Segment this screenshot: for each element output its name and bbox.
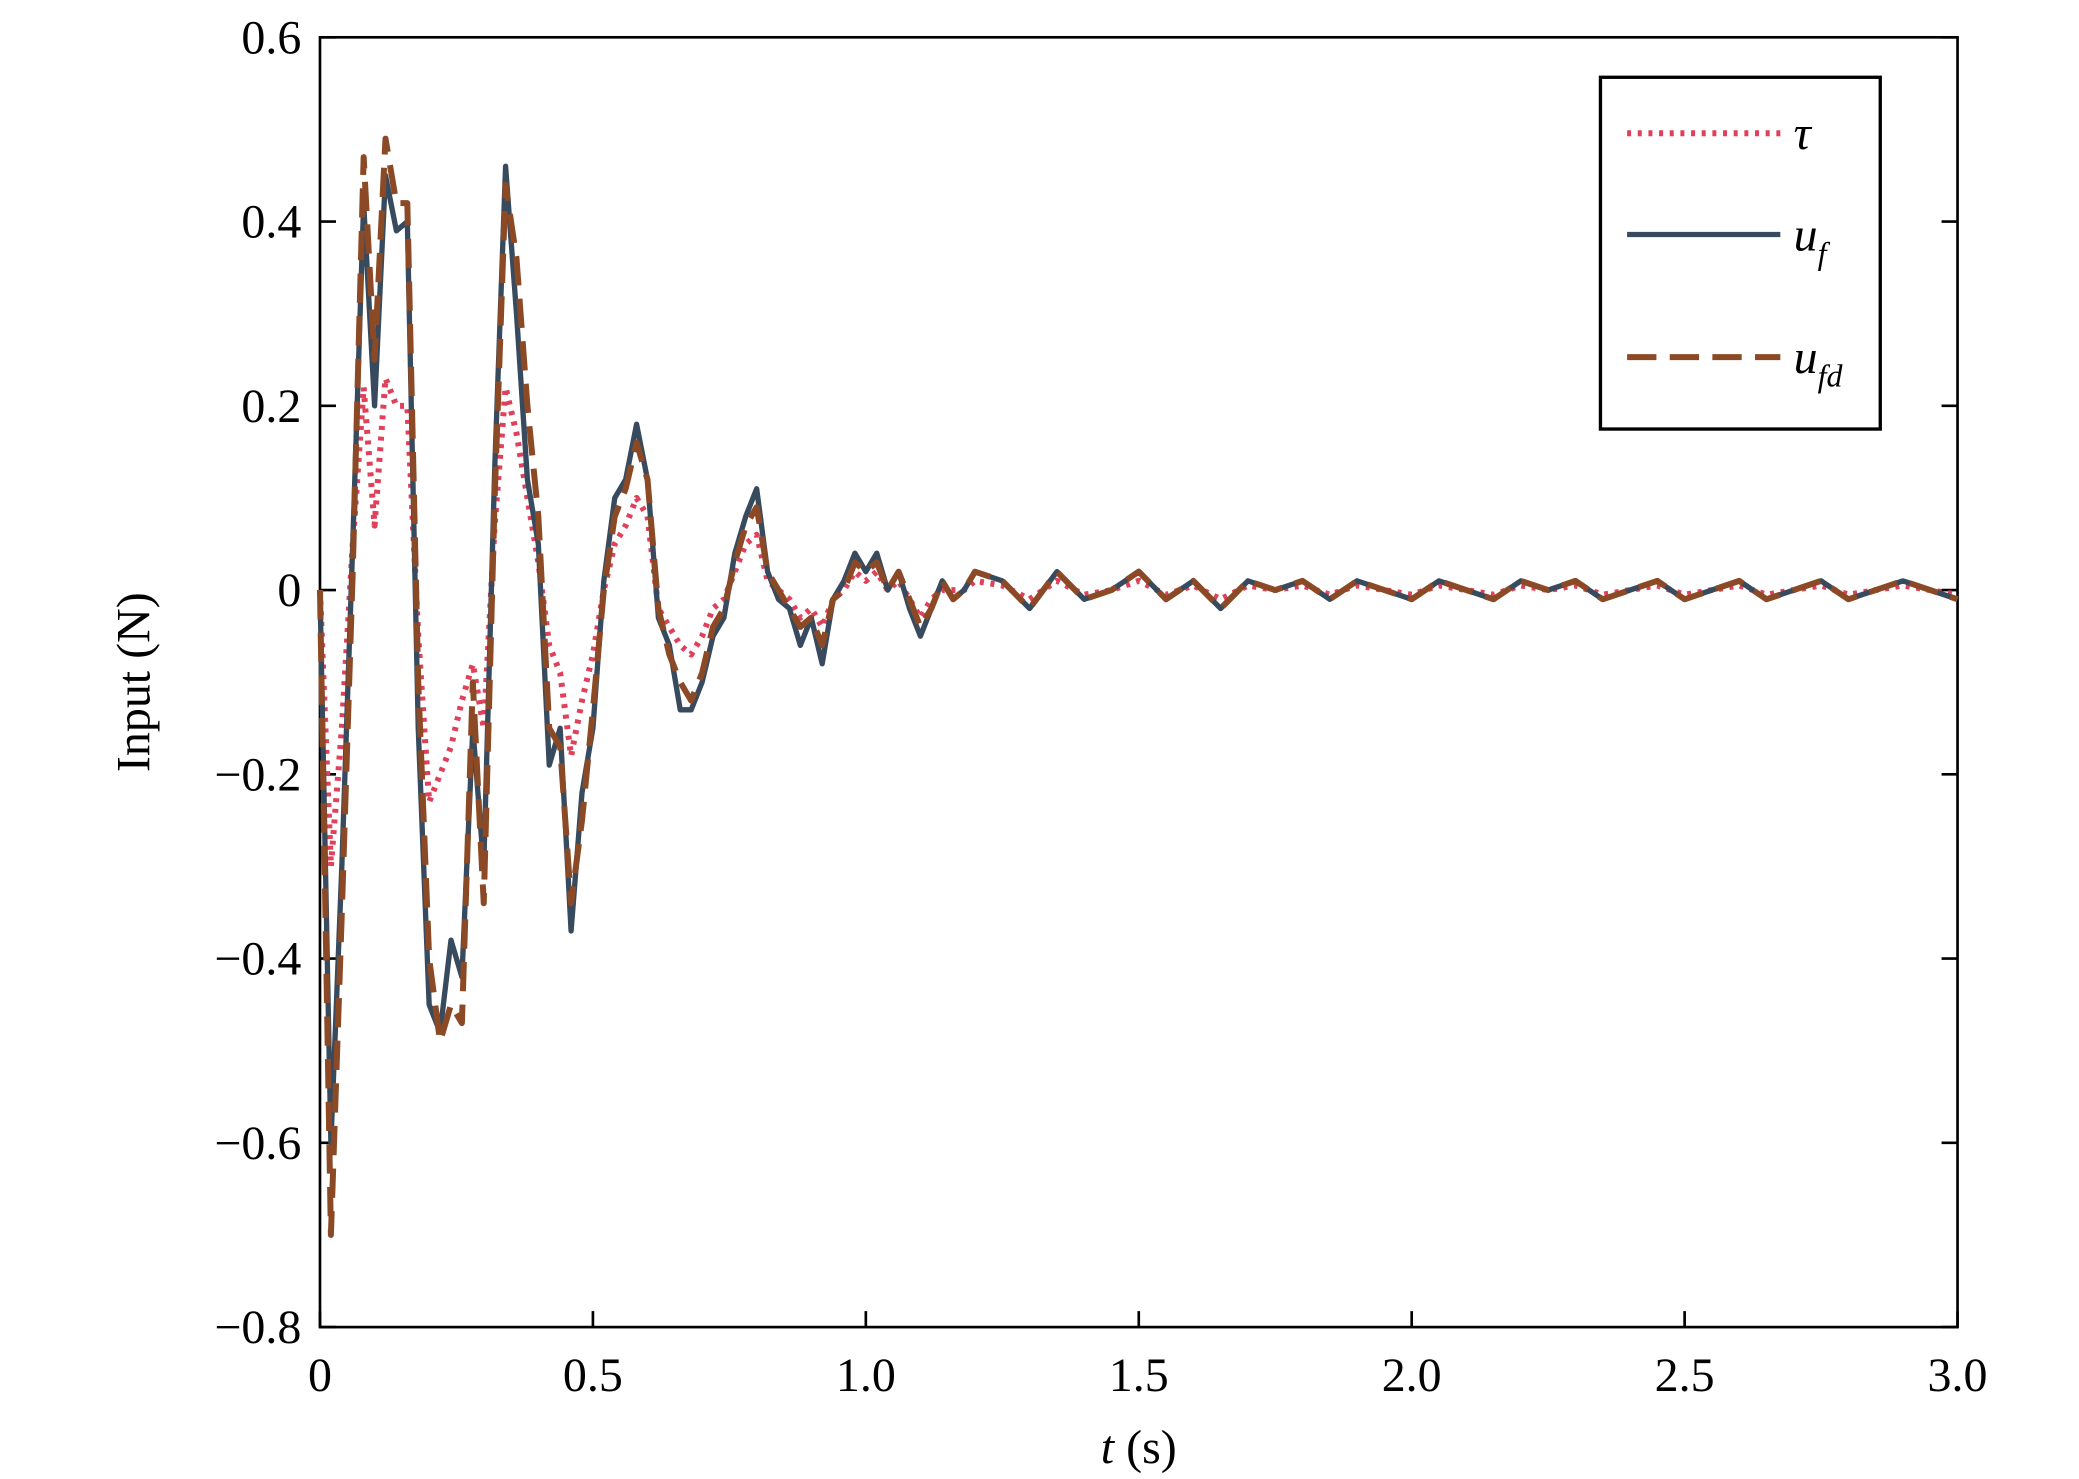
y-tick-label: 0.4 xyxy=(241,196,301,249)
y-tick-label: −0.4 xyxy=(214,933,301,986)
x-tick-label: 0 xyxy=(308,1349,332,1402)
y-axis-label: Input (N) xyxy=(107,592,160,772)
y-tick-label: 0.6 xyxy=(241,11,301,64)
legend-box xyxy=(1598,75,1882,431)
x-tick-label: 2.0 xyxy=(1382,1349,1442,1402)
y-tick-label: −0.8 xyxy=(214,1301,301,1354)
x-axis-label: t (s) xyxy=(1101,1421,1177,1474)
x-tick-label: 1.5 xyxy=(1109,1349,1169,1402)
y-tick-label: −0.6 xyxy=(214,1117,301,1170)
x-tick-label: 3.0 xyxy=(1928,1349,1988,1402)
y-tick-label: 0.2 xyxy=(241,380,301,433)
x-tick-label: 0.5 xyxy=(563,1349,623,1402)
legend-label: τ xyxy=(1794,107,1813,160)
legend-label: ufd xyxy=(1794,331,1844,393)
y-tick-label: −0.2 xyxy=(214,748,301,801)
y-tick-label: 0 xyxy=(277,564,301,617)
x-tick-label: 1.0 xyxy=(836,1349,896,1402)
x-tick-label: 2.5 xyxy=(1655,1349,1715,1402)
